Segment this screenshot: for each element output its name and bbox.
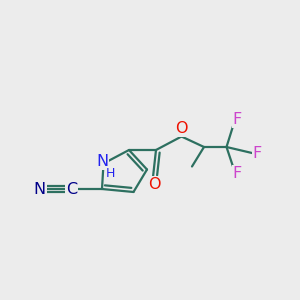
Text: H: H: [105, 167, 115, 180]
Text: F: F: [253, 146, 262, 160]
Text: C: C: [66, 182, 77, 196]
Text: N: N: [96, 154, 108, 169]
Text: F: F: [232, 166, 242, 181]
Text: F: F: [232, 112, 242, 127]
Text: O: O: [148, 177, 161, 192]
Text: O: O: [175, 122, 188, 136]
Text: N: N: [34, 182, 46, 196]
